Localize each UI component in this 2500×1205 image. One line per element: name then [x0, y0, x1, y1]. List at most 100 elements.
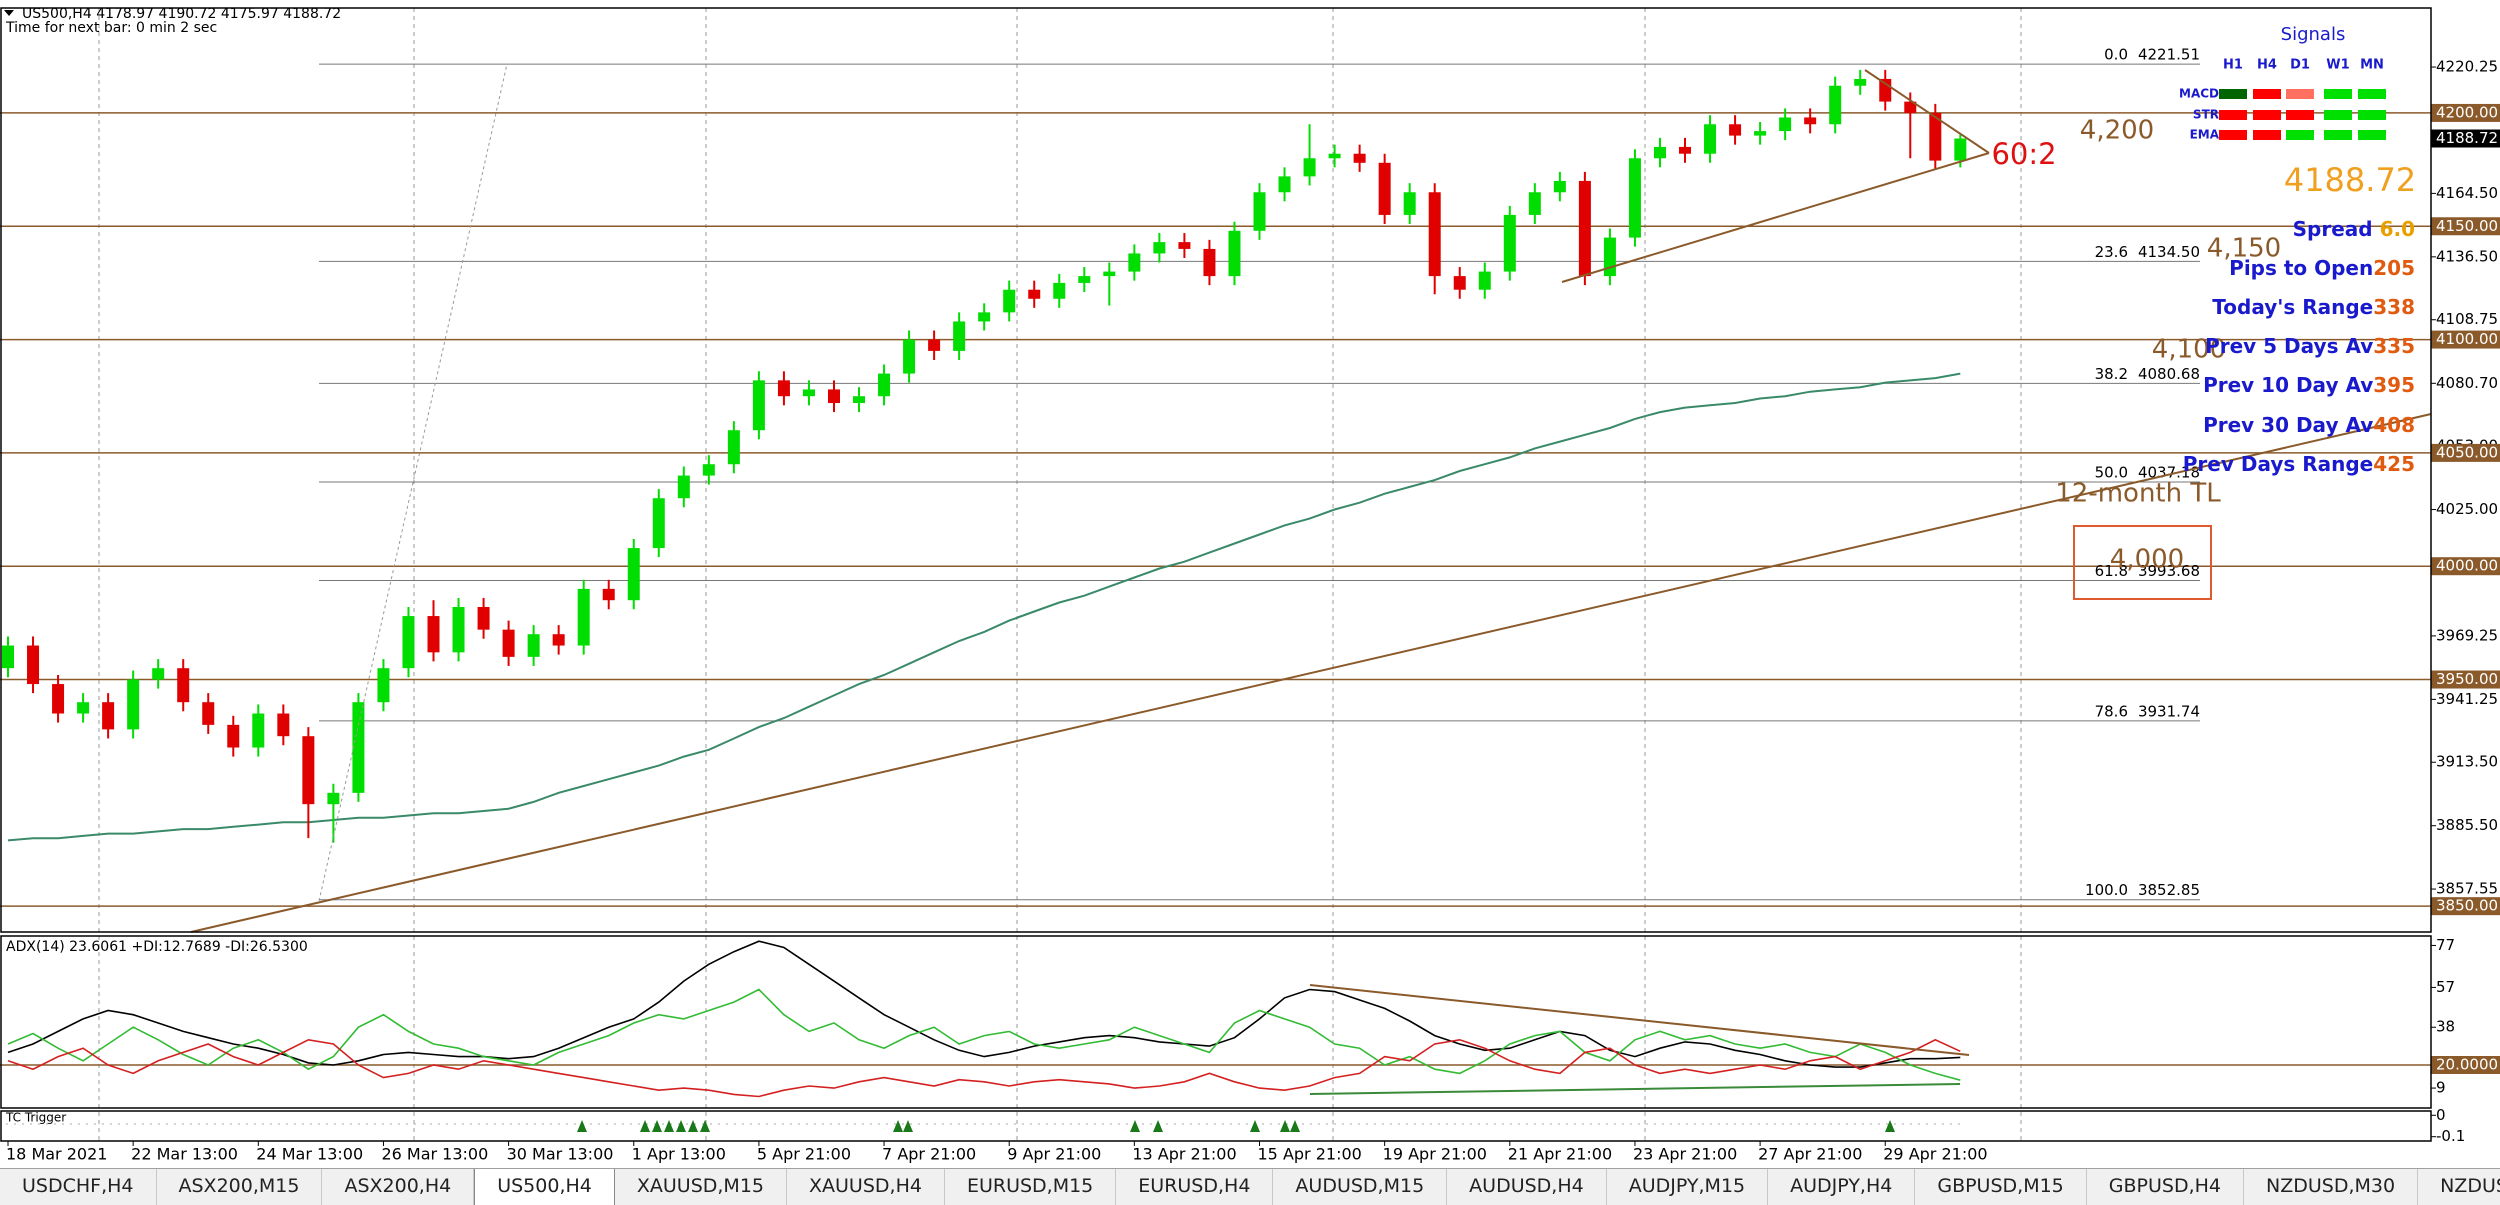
info-row: Prev Days Range425 [2183, 452, 2415, 476]
signals-title: Signals [2281, 24, 2346, 45]
candle-body [1153, 242, 1166, 254]
info-label: Prev 30 Day Av [2203, 413, 2373, 437]
level-label: 20.0000 [2436, 1056, 2498, 1074]
fib-price: 4221.51 [2138, 46, 2200, 64]
y-tick-label: 4136.50 [2436, 247, 2498, 265]
candle-body [1378, 162, 1391, 215]
candle-body [452, 607, 465, 653]
candle-body [827, 389, 840, 404]
price-box [2431, 129, 2500, 148]
info-value: 6.0 [2380, 217, 2415, 241]
x-tick-label: 7 Apr 21:00 [882, 1145, 976, 1164]
info-row: Today's Range338 [2212, 295, 2415, 319]
y-tick-label: 0 [2436, 1106, 2446, 1124]
signal-column: MN [2360, 58, 2384, 73]
candle-body [928, 339, 941, 351]
level-box [2431, 330, 2500, 349]
y-tick-label: 4220.25 [2436, 58, 2498, 76]
signal-cell [2358, 110, 2386, 120]
candle-body [1228, 230, 1241, 277]
info-value: 205 [2373, 256, 2415, 280]
x-tick-label: 24 Mar 13:00 [256, 1145, 363, 1164]
candle-body [27, 645, 40, 685]
y-tick-label: 3969.25 [2436, 626, 2498, 644]
trend-line [190, 413, 2432, 933]
candle-body [1779, 117, 1792, 132]
candle-body [277, 713, 290, 737]
chart-tab[interactable]: GBPUSD,M15 [1915, 1169, 2087, 1205]
chart-tab[interactable]: EURUSD,H4 [1116, 1169, 1274, 1205]
candle-body [227, 724, 240, 748]
candle-body [1653, 146, 1666, 159]
info-label: Prev Days Range [2183, 452, 2374, 476]
candle-body [1103, 271, 1116, 277]
y-tick-label: 38 [2436, 1018, 2455, 1036]
indicator-line [7, 988, 1961, 1081]
candle-body [1278, 176, 1291, 193]
chart-tab[interactable]: AUDJPY,M15 [1607, 1169, 1769, 1205]
chart-tab[interactable]: USDCHF,H4 [0, 1169, 157, 1205]
price-label: 4188.72 [2436, 129, 2498, 147]
candle-body [577, 588, 590, 646]
candle-body [727, 430, 740, 465]
x-tick-label: 19 Apr 21:00 [1383, 1145, 1487, 1164]
signal-cell [2253, 89, 2281, 99]
y-tick-label: 57 [2436, 978, 2455, 996]
chart-tab[interactable]: ASX200,H4 [322, 1169, 475, 1205]
level-box [2431, 897, 2500, 916]
candle-body [752, 380, 765, 431]
candle-body [627, 548, 640, 601]
signal-cell [2324, 130, 2352, 140]
candle-body [1829, 85, 1842, 125]
annotation-box [2073, 525, 2212, 600]
candle-body [602, 588, 615, 601]
candle-body [777, 380, 790, 397]
candle-body [1929, 112, 1942, 161]
trend-line [1561, 152, 1990, 283]
chart-tab[interactable]: EURUSD,M15 [945, 1169, 1117, 1205]
chart-tab[interactable]: AUDJPY,H4 [1768, 1169, 1916, 1205]
candle-body [1679, 146, 1692, 154]
candle-body [302, 736, 315, 805]
candle-body [1478, 271, 1491, 290]
info-value: 395 [2373, 373, 2415, 397]
signal-row-label: STR [2193, 108, 2219, 122]
x-tick-label: 23 Apr 21:00 [1633, 1145, 1737, 1164]
candle-body [1904, 101, 1917, 113]
candle-body [1628, 158, 1641, 238]
terminal-chart: 4220.254164.504136.504108.754080.704053.… [0, 6, 2500, 1164]
chart-tab[interactable]: XAUUSD,H4 [787, 1169, 945, 1205]
fib-level: 61.8 [2095, 562, 2128, 580]
fib-level: 100.0 [2085, 881, 2128, 899]
candle-body [152, 668, 165, 680]
menu-arrow [4, 10, 14, 16]
chart-tab[interactable]: AUDUSD,M15 [1273, 1169, 1448, 1205]
candle-body [878, 373, 891, 397]
chart-tab[interactable]: XAUUSD,M15 [615, 1169, 788, 1205]
signal-cell [2219, 110, 2247, 120]
candle-body [2, 645, 14, 669]
candle-body [1403, 192, 1416, 215]
chart-tab[interactable]: NZDUSD,H4 [2418, 1169, 2500, 1205]
candle-body [1253, 192, 1266, 231]
candle-body [477, 607, 490, 630]
chart-tab[interactable]: US500,H4 [474, 1169, 615, 1205]
chart-tab[interactable]: ASX200,M15 [157, 1169, 323, 1205]
level-box [2431, 103, 2500, 122]
candle-body [1303, 158, 1316, 177]
signal-cell [2324, 89, 2352, 99]
trend-line [1864, 69, 1990, 154]
tab-bar: USDCHF,H4 ASX200,M15 ASX200,H4 US500,H4 XAUU… [0, 1168, 2500, 1205]
level-box [2431, 443, 2500, 462]
chart-tab[interactable]: GBPUSD,H4 [2087, 1169, 2245, 1205]
x-tick-label: 21 Apr 21:00 [1508, 1145, 1612, 1164]
signal-row-label: MACD [2179, 87, 2219, 101]
chart-tab[interactable]: AUDUSD,H4 [1447, 1169, 1607, 1205]
candle-body [702, 464, 715, 476]
candle-body [252, 713, 265, 748]
candle-body [1553, 180, 1566, 193]
fib-level: 0.0 [2104, 46, 2128, 64]
candle-body [102, 702, 115, 730]
chart-tab[interactable]: NZDUSD,M30 [2244, 1169, 2419, 1205]
